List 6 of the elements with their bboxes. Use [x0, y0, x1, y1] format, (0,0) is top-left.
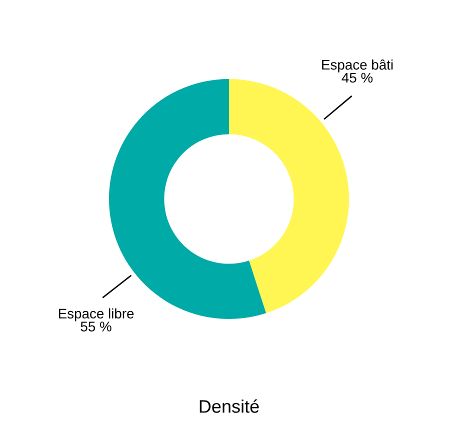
- data-label: 45 %: [342, 72, 373, 83]
- donut-slice: [109, 79, 266, 319]
- slice-label: Espace libre: [58, 308, 134, 322]
- data-label: 55 %: [80, 322, 112, 332]
- slice-label: Espace bâti: [322, 59, 393, 72]
- text: Densité: [200, 399, 259, 413]
